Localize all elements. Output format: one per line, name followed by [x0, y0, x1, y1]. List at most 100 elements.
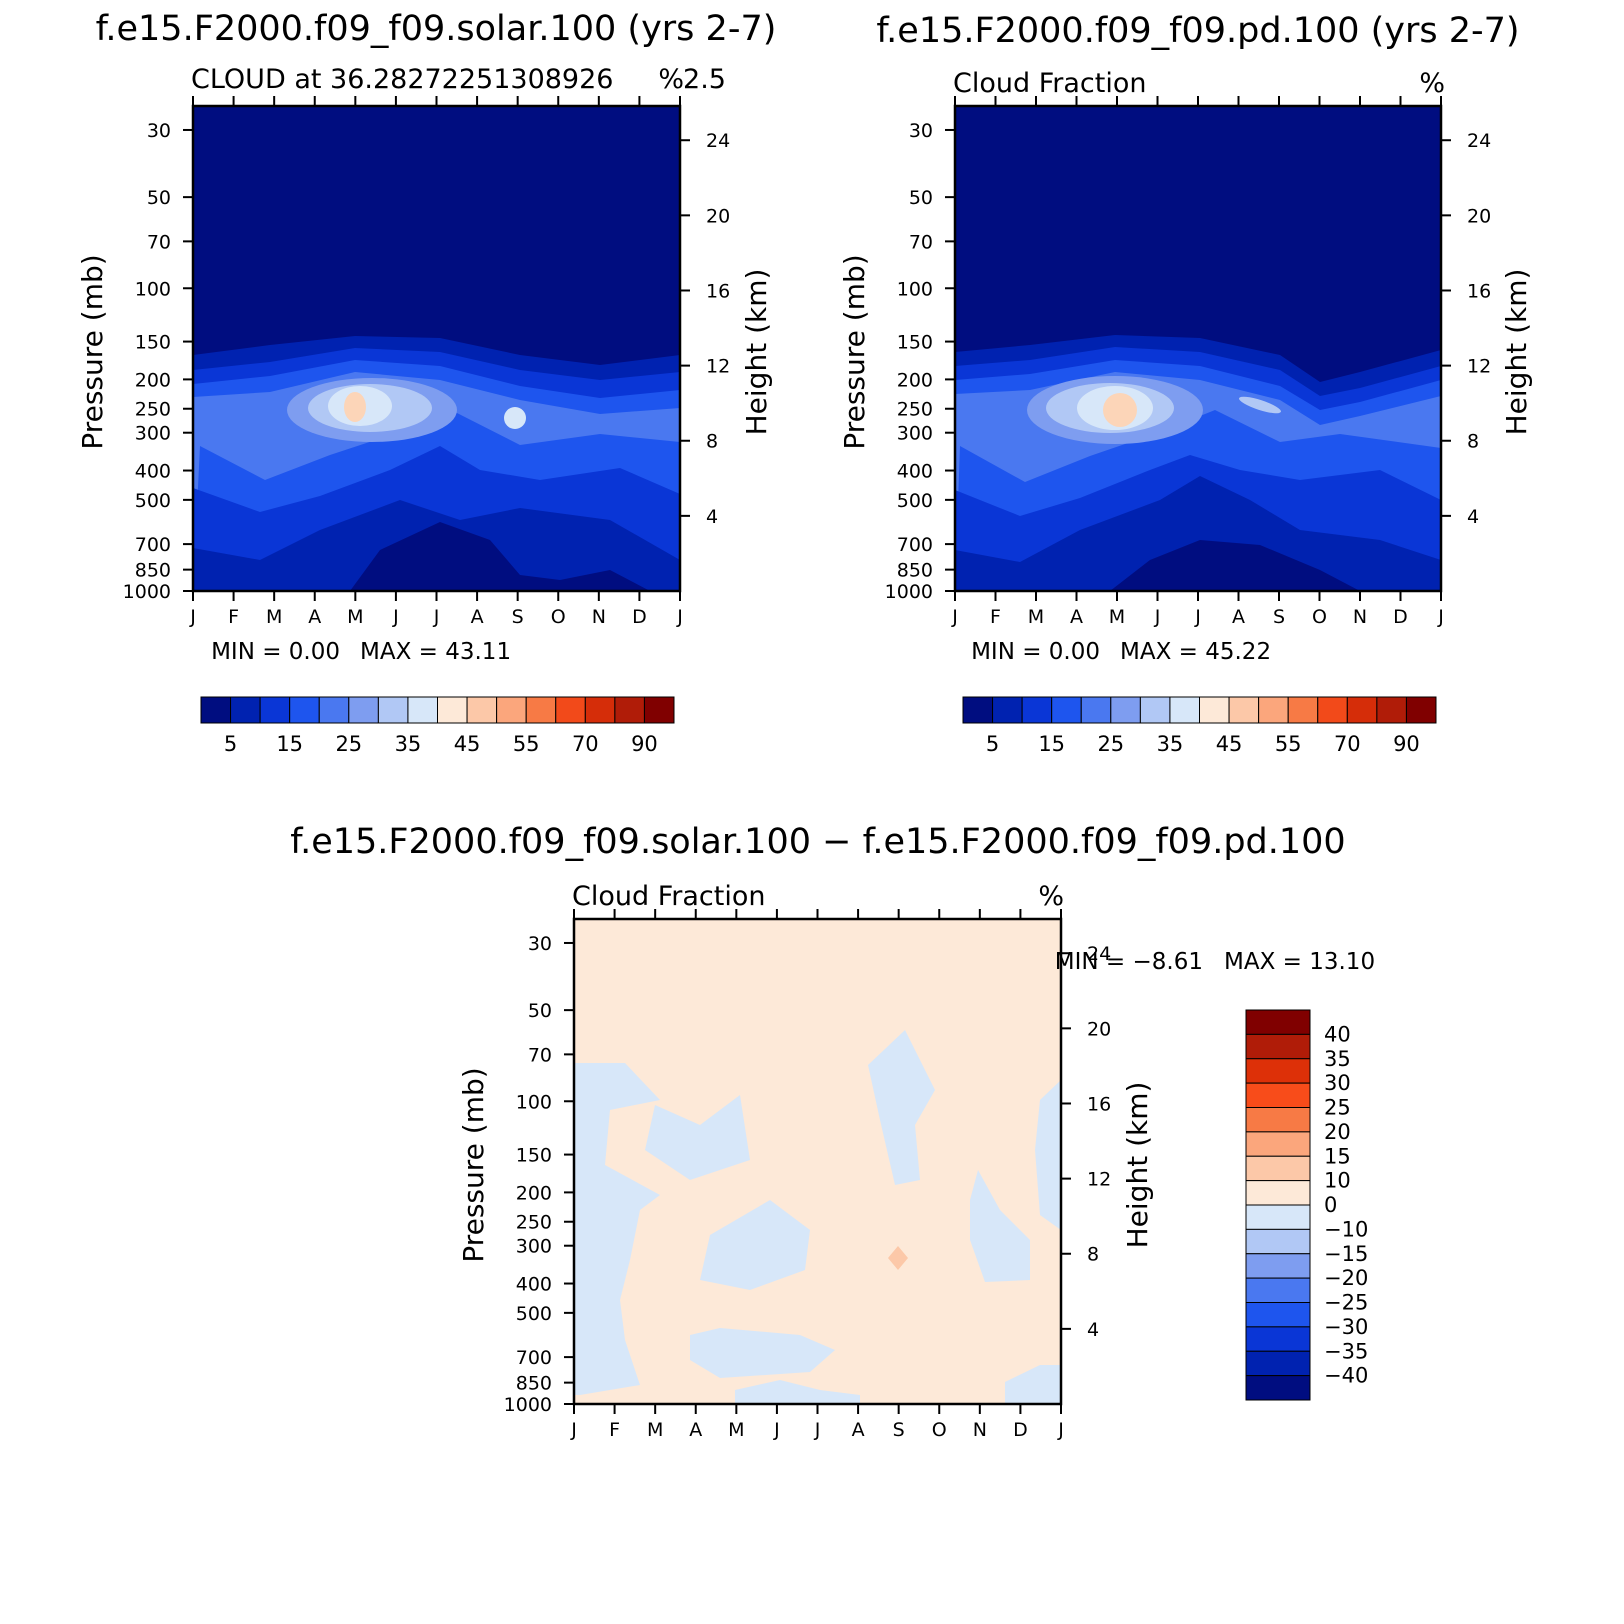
colorbar-label: 55 — [513, 732, 540, 756]
pressure-label: 850 — [897, 560, 933, 582]
colorbar-swatch — [259, 696, 291, 724]
month-label: J — [392, 606, 399, 628]
contour-neg-right — [1035, 1080, 1061, 1230]
pressure-label: 850 — [516, 1373, 552, 1395]
panel-solar: f.e15.F2000.f09_f09.solar.100 (yrs 2-7) … — [76, 9, 776, 756]
contour-neg-sep — [868, 1030, 935, 1185]
colorbar-label: −15 — [1324, 1242, 1368, 1266]
panel-solar-ylabel: Pressure (mb) — [76, 254, 109, 449]
month-label: J — [676, 606, 683, 628]
month-label: M — [1028, 606, 1044, 628]
height-label: 4 — [1087, 1319, 1099, 1341]
colorbar-label: 15 — [1324, 1144, 1351, 1168]
height-label: 20 — [1087, 1018, 1111, 1040]
height-label: 24 — [706, 130, 730, 152]
colorbar-label: −40 — [1324, 1364, 1368, 1388]
height-label: 20 — [1467, 205, 1491, 227]
colorbar-label: 5 — [986, 732, 999, 756]
month-label: M — [266, 606, 282, 628]
month-label: M — [347, 606, 363, 628]
pressure-label: 30 — [147, 120, 171, 142]
pressure-label: 300 — [516, 1236, 552, 1258]
pressure-label: 70 — [909, 231, 933, 253]
colorbar-swatch — [377, 696, 409, 724]
contour-band-lower-5-10 — [955, 476, 1441, 591]
colorbar-label: 25 — [1097, 732, 1124, 756]
month-label: N — [592, 606, 606, 628]
colorbar-swatch — [1245, 1253, 1311, 1279]
month-label: S — [1273, 606, 1285, 628]
colorbar-swatch — [1245, 1131, 1311, 1157]
month-label: M — [728, 1419, 744, 1441]
colorbar-label: 55 — [1275, 732, 1302, 756]
contour-peak — [344, 392, 366, 422]
panel-diff-min: MIN = −8.61 — [1055, 949, 1203, 975]
colorbar-swatch — [525, 696, 557, 724]
month-label: S — [893, 1419, 905, 1441]
panel-solar-units: % — [658, 64, 684, 95]
pressure-label: 100 — [516, 1091, 552, 1113]
panel-pd-y2label: Height (km) — [1500, 269, 1533, 436]
colorbar-label: 5 — [224, 732, 237, 756]
colorbar-label: 25 — [335, 732, 362, 756]
panel-diff-title: f.e15.F2000.f09_f09.solar.100 − f.e15.F2… — [290, 822, 1345, 862]
panel-solar-title: f.e15.F2000.f09_f09.solar.100 (yrs 2-7) — [96, 9, 777, 49]
pressure-label: 400 — [897, 461, 933, 483]
panel-solar-contours — [193, 106, 680, 591]
pressure-label: 30 — [528, 933, 552, 955]
colorbar-label: 45 — [454, 732, 481, 756]
pressure-label: 200 — [516, 1182, 552, 1204]
colorbar-label: 35 — [395, 732, 422, 756]
month-label: N — [973, 1419, 987, 1441]
colorbar-swatch — [1317, 696, 1348, 724]
colorbar-swatch — [466, 696, 498, 724]
colorbar-label: 35 — [1157, 732, 1184, 756]
contour-neg-lower — [690, 1328, 835, 1378]
colorbar-swatch — [584, 696, 616, 724]
height-label: 16 — [1467, 280, 1491, 302]
colorbar-label: 25 — [1324, 1096, 1351, 1120]
month-label: D — [1393, 606, 1408, 628]
contour-neg-mid — [700, 1200, 810, 1290]
colorbar-swatch — [1080, 696, 1112, 724]
colorbar-swatch — [1346, 696, 1378, 724]
month-label: J — [1057, 1419, 1064, 1441]
pressure-label: 150 — [516, 1145, 552, 1167]
colorbar-label: 40 — [1324, 1022, 1351, 1046]
colorbar-label: −30 — [1324, 1315, 1368, 1339]
month-label: J — [1154, 606, 1161, 628]
colorbar-label: 15 — [1038, 732, 1065, 756]
pressure-label: 700 — [516, 1347, 552, 1369]
month-label: J — [773, 1419, 780, 1441]
contour-band-lower-0-5 — [350, 522, 650, 591]
month-label: J — [814, 1419, 821, 1441]
month-label: A — [689, 1419, 702, 1441]
pressure-label: 200 — [897, 369, 933, 391]
panel-diff-units: % — [1038, 881, 1064, 912]
panel-pd-ylabel: Pressure (mb) — [838, 254, 871, 449]
colorbar-swatch — [1245, 1107, 1311, 1133]
month-label: A — [308, 606, 321, 628]
contour-neg-dec — [970, 1170, 1030, 1282]
month-label: M — [647, 1419, 663, 1441]
month-label: J — [951, 606, 958, 628]
colorbar-label: 20 — [1324, 1120, 1351, 1144]
colorbar-swatch — [992, 696, 1023, 724]
colorbar-swatch — [200, 696, 232, 724]
month-label: O — [1312, 606, 1327, 628]
colorbar-swatch — [289, 696, 320, 724]
colorbar-label: −35 — [1324, 1339, 1368, 1363]
colorbar-label: 90 — [631, 732, 658, 756]
colorbar-swatch — [1245, 1228, 1311, 1255]
colorbar-label: 0 — [1324, 1193, 1337, 1217]
colorbar-swatch — [1245, 1326, 1311, 1352]
colorbar-swatch — [962, 696, 994, 724]
panel-diff: f.e15.F2000.f09_f09.solar.100 − f.e15.F2… — [290, 822, 1375, 1441]
colorbar-swatch — [1245, 1033, 1311, 1060]
contour-band-0-10 — [574, 919, 1061, 1404]
pressure-label: 70 — [528, 1044, 552, 1066]
panel-pd-subtitle: Cloud Fraction — [953, 68, 1146, 99]
colorbar-swatch — [318, 696, 350, 724]
